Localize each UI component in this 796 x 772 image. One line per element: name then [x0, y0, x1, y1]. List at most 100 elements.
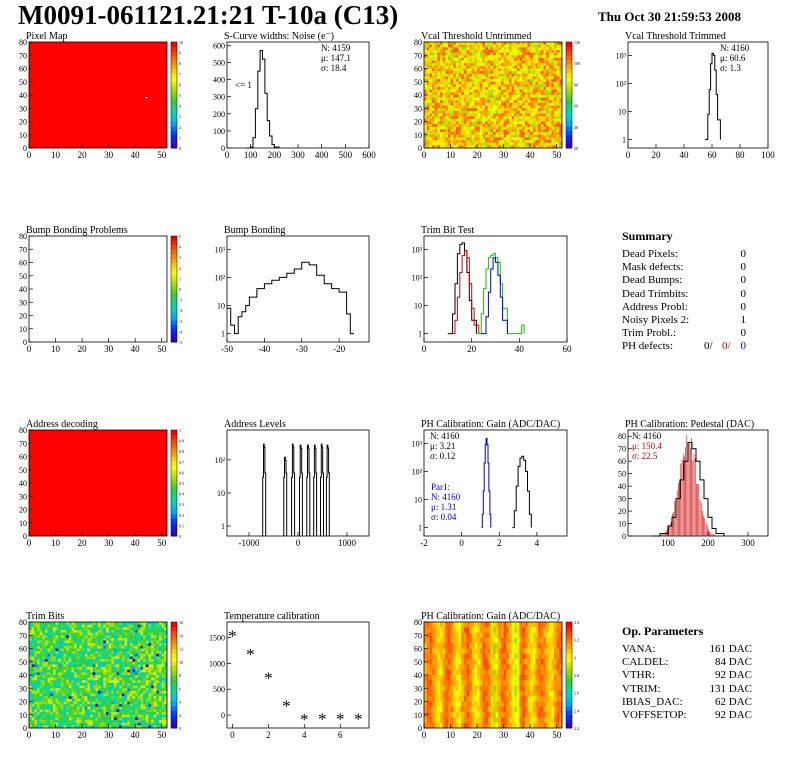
heatmap-cell	[424, 637, 427, 644]
heatmap-cell	[431, 113, 435, 117]
heatmap-cell	[538, 137, 542, 141]
heatmap-cell	[164, 720, 168, 723]
heatmap-cell	[31, 632, 35, 636]
heatmap-cell	[71, 685, 75, 689]
heatmap-cell	[116, 682, 120, 686]
heatmap-cell	[124, 682, 128, 686]
heatmap-cell	[34, 704, 38, 708]
heatmap-cell	[153, 653, 157, 657]
heatmap-cell	[437, 717, 441, 723]
heatmap-cell	[474, 105, 478, 109]
heatmap-cell	[442, 653, 446, 660]
heatmap-cell	[516, 60, 520, 64]
heatmap-cell	[538, 100, 542, 104]
heatmap-cell	[508, 121, 512, 125]
histogram-series	[298, 444, 303, 537]
heatmap-cell	[79, 714, 83, 718]
heatmap-cell	[546, 102, 550, 106]
heatmap-cell	[98, 635, 101, 639]
heatmap-cell	[127, 696, 131, 700]
heatmap-cell	[548, 76, 552, 80]
heatmap-cell	[442, 706, 446, 713]
heatmap-cell	[431, 145, 435, 149]
heatmap-cell	[153, 643, 157, 647]
heatmap-cell	[105, 664, 109, 668]
heatmap-cell	[548, 145, 552, 149]
heatmap-cell	[551, 110, 555, 114]
heatmap-cell	[29, 722, 32, 726]
heatmap-cell	[44, 669, 48, 673]
heatmap-cell	[52, 709, 56, 713]
heatmap-cell	[60, 675, 64, 678]
heatmap-cell	[161, 648, 165, 652]
heatmap-cell	[426, 664, 430, 670]
heatmap-cell	[151, 632, 155, 636]
heatmap-cell	[463, 108, 467, 112]
heatmap-cell	[159, 648, 162, 652]
palette-tick-label: 0.5	[179, 481, 184, 486]
heatmap-cell	[485, 68, 488, 72]
heatmap-cell	[543, 84, 547, 88]
heatmap-cell	[471, 63, 475, 67]
heatmap-cell	[482, 132, 486, 136]
heatmap-cell	[36, 677, 40, 681]
heatmap-cell	[538, 55, 542, 59]
heatmap-cell	[519, 73, 523, 77]
heatmap-cell	[44, 667, 48, 670]
heatmap-cell	[466, 108, 470, 112]
heatmap-cell	[532, 142, 536, 146]
y-tick-label: 10	[19, 325, 27, 334]
heatmap-cell	[105, 661, 109, 665]
heatmap-cell	[445, 105, 449, 109]
heatmap-cell	[132, 659, 136, 663]
heatmap-cell	[455, 92, 459, 96]
heatmap-cell	[439, 134, 443, 138]
heatmap-cell	[463, 126, 467, 130]
heatmap-cell	[508, 87, 512, 90]
heatmap-cell	[42, 672, 46, 676]
heatmap-cell	[500, 42, 504, 45]
heatmap-cell	[447, 92, 451, 96]
x-tick-label: 30	[104, 344, 114, 354]
heatmap-cell	[437, 137, 441, 141]
heatmap-cell	[55, 722, 59, 726]
heatmap-cell	[55, 651, 59, 655]
heatmap-cell	[437, 65, 441, 69]
heatmap-cell	[50, 667, 54, 670]
heatmap-cell	[524, 100, 528, 104]
y-tick-label: 30	[19, 492, 27, 501]
heatmap-cell	[450, 142, 454, 146]
heatmap-cell	[50, 640, 54, 644]
heatmap-cell	[44, 640, 48, 644]
heatmap-cell	[461, 87, 465, 90]
heatmap-cell	[559, 76, 563, 80]
heatmap-cell	[29, 651, 32, 655]
heatmap-cell	[31, 709, 35, 713]
x-tick-label: 0	[27, 730, 32, 740]
heatmap-cell	[482, 76, 486, 80]
heatmap-cell	[148, 714, 152, 718]
heatmap-cell	[543, 76, 547, 80]
heatmap-cell	[129, 635, 133, 639]
heatmap-cell	[90, 648, 93, 652]
heatmap-cell	[450, 102, 454, 106]
heatmap-cell	[63, 643, 67, 647]
heatmap-cell	[153, 722, 157, 726]
heatmap-cell	[445, 42, 449, 45]
heatmap-cell	[84, 640, 88, 644]
heatmap-cell	[42, 725, 46, 729]
heatmap-cell	[503, 84, 507, 88]
heatmap-cell	[508, 110, 512, 114]
palette-tick-label: 0	[179, 146, 181, 151]
heatmap-cell	[485, 65, 488, 69]
y-tick-label: 70	[19, 631, 27, 640]
heatmap-cell	[524, 126, 528, 130]
heatmap-cell	[538, 118, 542, 122]
heatmap-cell	[111, 624, 115, 628]
heatmap-cell	[159, 690, 162, 694]
stats-text: μ: 60.6	[720, 53, 746, 63]
heatmap-cell	[431, 134, 435, 138]
heatmap-cell	[455, 105, 459, 109]
heatmap-cell	[140, 669, 144, 673]
heatmap-cell	[63, 675, 67, 678]
